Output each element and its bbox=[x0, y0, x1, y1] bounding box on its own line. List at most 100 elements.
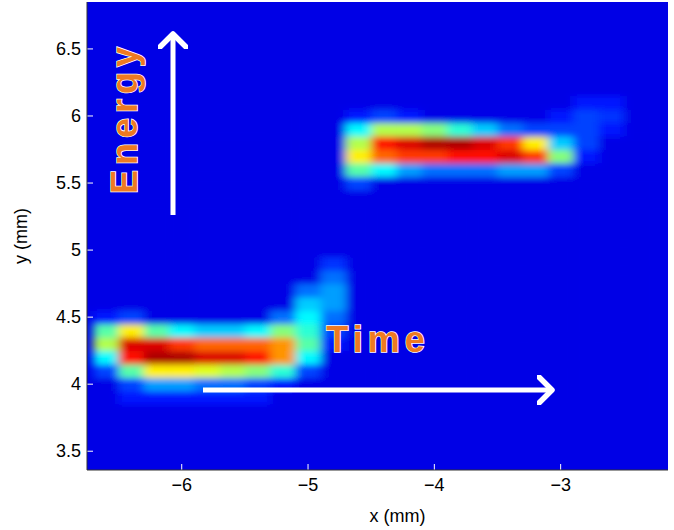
heatmap-cell bbox=[169, 270, 195, 284]
heatmap-cell bbox=[194, 190, 220, 204]
heatmap-cell bbox=[220, 337, 246, 351]
heatmap-cell bbox=[270, 150, 296, 164]
heatmap-cell bbox=[472, 109, 498, 123]
heatmap-cell bbox=[169, 310, 195, 324]
heatmap-cell bbox=[599, 324, 625, 338]
heatmap-cell bbox=[321, 364, 347, 378]
heatmap-cell bbox=[548, 123, 574, 137]
heatmap-cell bbox=[422, 364, 448, 378]
heatmap-cell bbox=[220, 243, 246, 257]
heatmap-cell bbox=[245, 270, 271, 284]
heatmap-cell bbox=[422, 163, 448, 177]
heatmap-cell bbox=[346, 203, 372, 217]
heatmap-cell bbox=[295, 297, 321, 311]
heatmap-cell bbox=[295, 217, 321, 231]
heatmap-cell bbox=[245, 163, 271, 177]
heatmap-cell bbox=[321, 257, 347, 271]
heatmap-cell bbox=[371, 297, 397, 311]
heatmap-cell bbox=[220, 217, 246, 231]
heatmap-cell bbox=[194, 284, 220, 298]
heatmap-cell bbox=[573, 123, 599, 137]
heatmap-cell bbox=[270, 243, 296, 257]
heatmap-cell bbox=[119, 270, 145, 284]
heatmap-cell bbox=[144, 324, 170, 338]
heatmap-cell bbox=[270, 96, 296, 110]
heatmap-cell bbox=[396, 270, 422, 284]
heatmap-cell bbox=[270, 109, 296, 123]
heatmap-cell bbox=[194, 230, 220, 244]
heatmap-cell bbox=[169, 257, 195, 271]
heatmap-cell bbox=[371, 217, 397, 231]
heatmap-cell bbox=[548, 297, 574, 311]
heatmap-cell bbox=[194, 257, 220, 271]
heatmap-cell bbox=[194, 203, 220, 217]
heatmap-cell bbox=[93, 351, 119, 365]
heatmap-cell bbox=[447, 136, 473, 150]
heatmap-cell bbox=[523, 324, 549, 338]
heatmap-cell bbox=[624, 96, 650, 110]
heatmap-cell bbox=[270, 217, 296, 231]
heatmap-cell bbox=[497, 96, 523, 110]
heatmap-cell bbox=[624, 391, 650, 405]
heatmap-cell bbox=[194, 337, 220, 351]
heatmap-cell bbox=[321, 391, 347, 405]
heatmap-cell bbox=[573, 337, 599, 351]
y-tick bbox=[87, 451, 93, 452]
y-tick bbox=[87, 115, 93, 116]
x-tick-label: −5 bbox=[298, 475, 319, 495]
heatmap-cell bbox=[245, 123, 271, 137]
heatmap-cell bbox=[220, 297, 246, 311]
heatmap-cell bbox=[295, 284, 321, 298]
heatmap-cell bbox=[649, 324, 668, 338]
heatmap-cell bbox=[295, 310, 321, 324]
heatmap-cell bbox=[422, 96, 448, 110]
heatmap-cell bbox=[624, 364, 650, 378]
heatmap-cell bbox=[396, 150, 422, 164]
heatmap-cell bbox=[321, 163, 347, 177]
heatmap-cell bbox=[371, 230, 397, 244]
heatmap-cell bbox=[523, 257, 549, 271]
heatmap-cell bbox=[599, 243, 625, 257]
heatmap-cell bbox=[548, 203, 574, 217]
heatmap-cell bbox=[548, 150, 574, 164]
heatmap-cell bbox=[321, 243, 347, 257]
heatmap-cell bbox=[245, 257, 271, 271]
heatmap-cell bbox=[371, 284, 397, 298]
heatmap-cell bbox=[371, 136, 397, 150]
heatmap-cell bbox=[548, 96, 574, 110]
heatmap-cell bbox=[422, 230, 448, 244]
heatmap-cell bbox=[220, 364, 246, 378]
heatmap-cell bbox=[523, 150, 549, 164]
heatmap-cell bbox=[346, 257, 372, 271]
heatmap-cell bbox=[573, 203, 599, 217]
heatmap-cell bbox=[93, 364, 119, 378]
x-tick bbox=[181, 464, 182, 470]
heatmap-cell bbox=[422, 136, 448, 150]
heatmap-cell bbox=[548, 351, 574, 365]
heatmap-cell bbox=[93, 230, 119, 244]
heatmap-cell bbox=[599, 391, 625, 405]
heatmap-cell bbox=[396, 136, 422, 150]
heatmap-cell bbox=[573, 176, 599, 190]
heatmap-cell bbox=[245, 150, 271, 164]
heatmap-cell bbox=[447, 270, 473, 284]
heatmap-cell bbox=[245, 96, 271, 110]
heatmap-cell bbox=[396, 163, 422, 177]
heatmap-cell bbox=[472, 203, 498, 217]
heatmap-cell bbox=[649, 243, 668, 257]
heatmap-cell bbox=[599, 257, 625, 271]
heatmap-cell bbox=[624, 284, 650, 298]
heatmap-cell bbox=[346, 163, 372, 177]
heatmap-cell bbox=[599, 190, 625, 204]
heatmap-cell bbox=[573, 324, 599, 338]
heatmap-cell bbox=[371, 176, 397, 190]
y-tick-label: 5 bbox=[71, 240, 81, 260]
heatmap-cell bbox=[144, 203, 170, 217]
heatmap-cell bbox=[93, 377, 119, 391]
heatmap-cell bbox=[599, 351, 625, 365]
heatmap-cell bbox=[93, 243, 119, 257]
heatmap-cell bbox=[573, 297, 599, 311]
heatmap-cell bbox=[295, 203, 321, 217]
heatmap-cell bbox=[624, 176, 650, 190]
heatmap-cell bbox=[548, 176, 574, 190]
